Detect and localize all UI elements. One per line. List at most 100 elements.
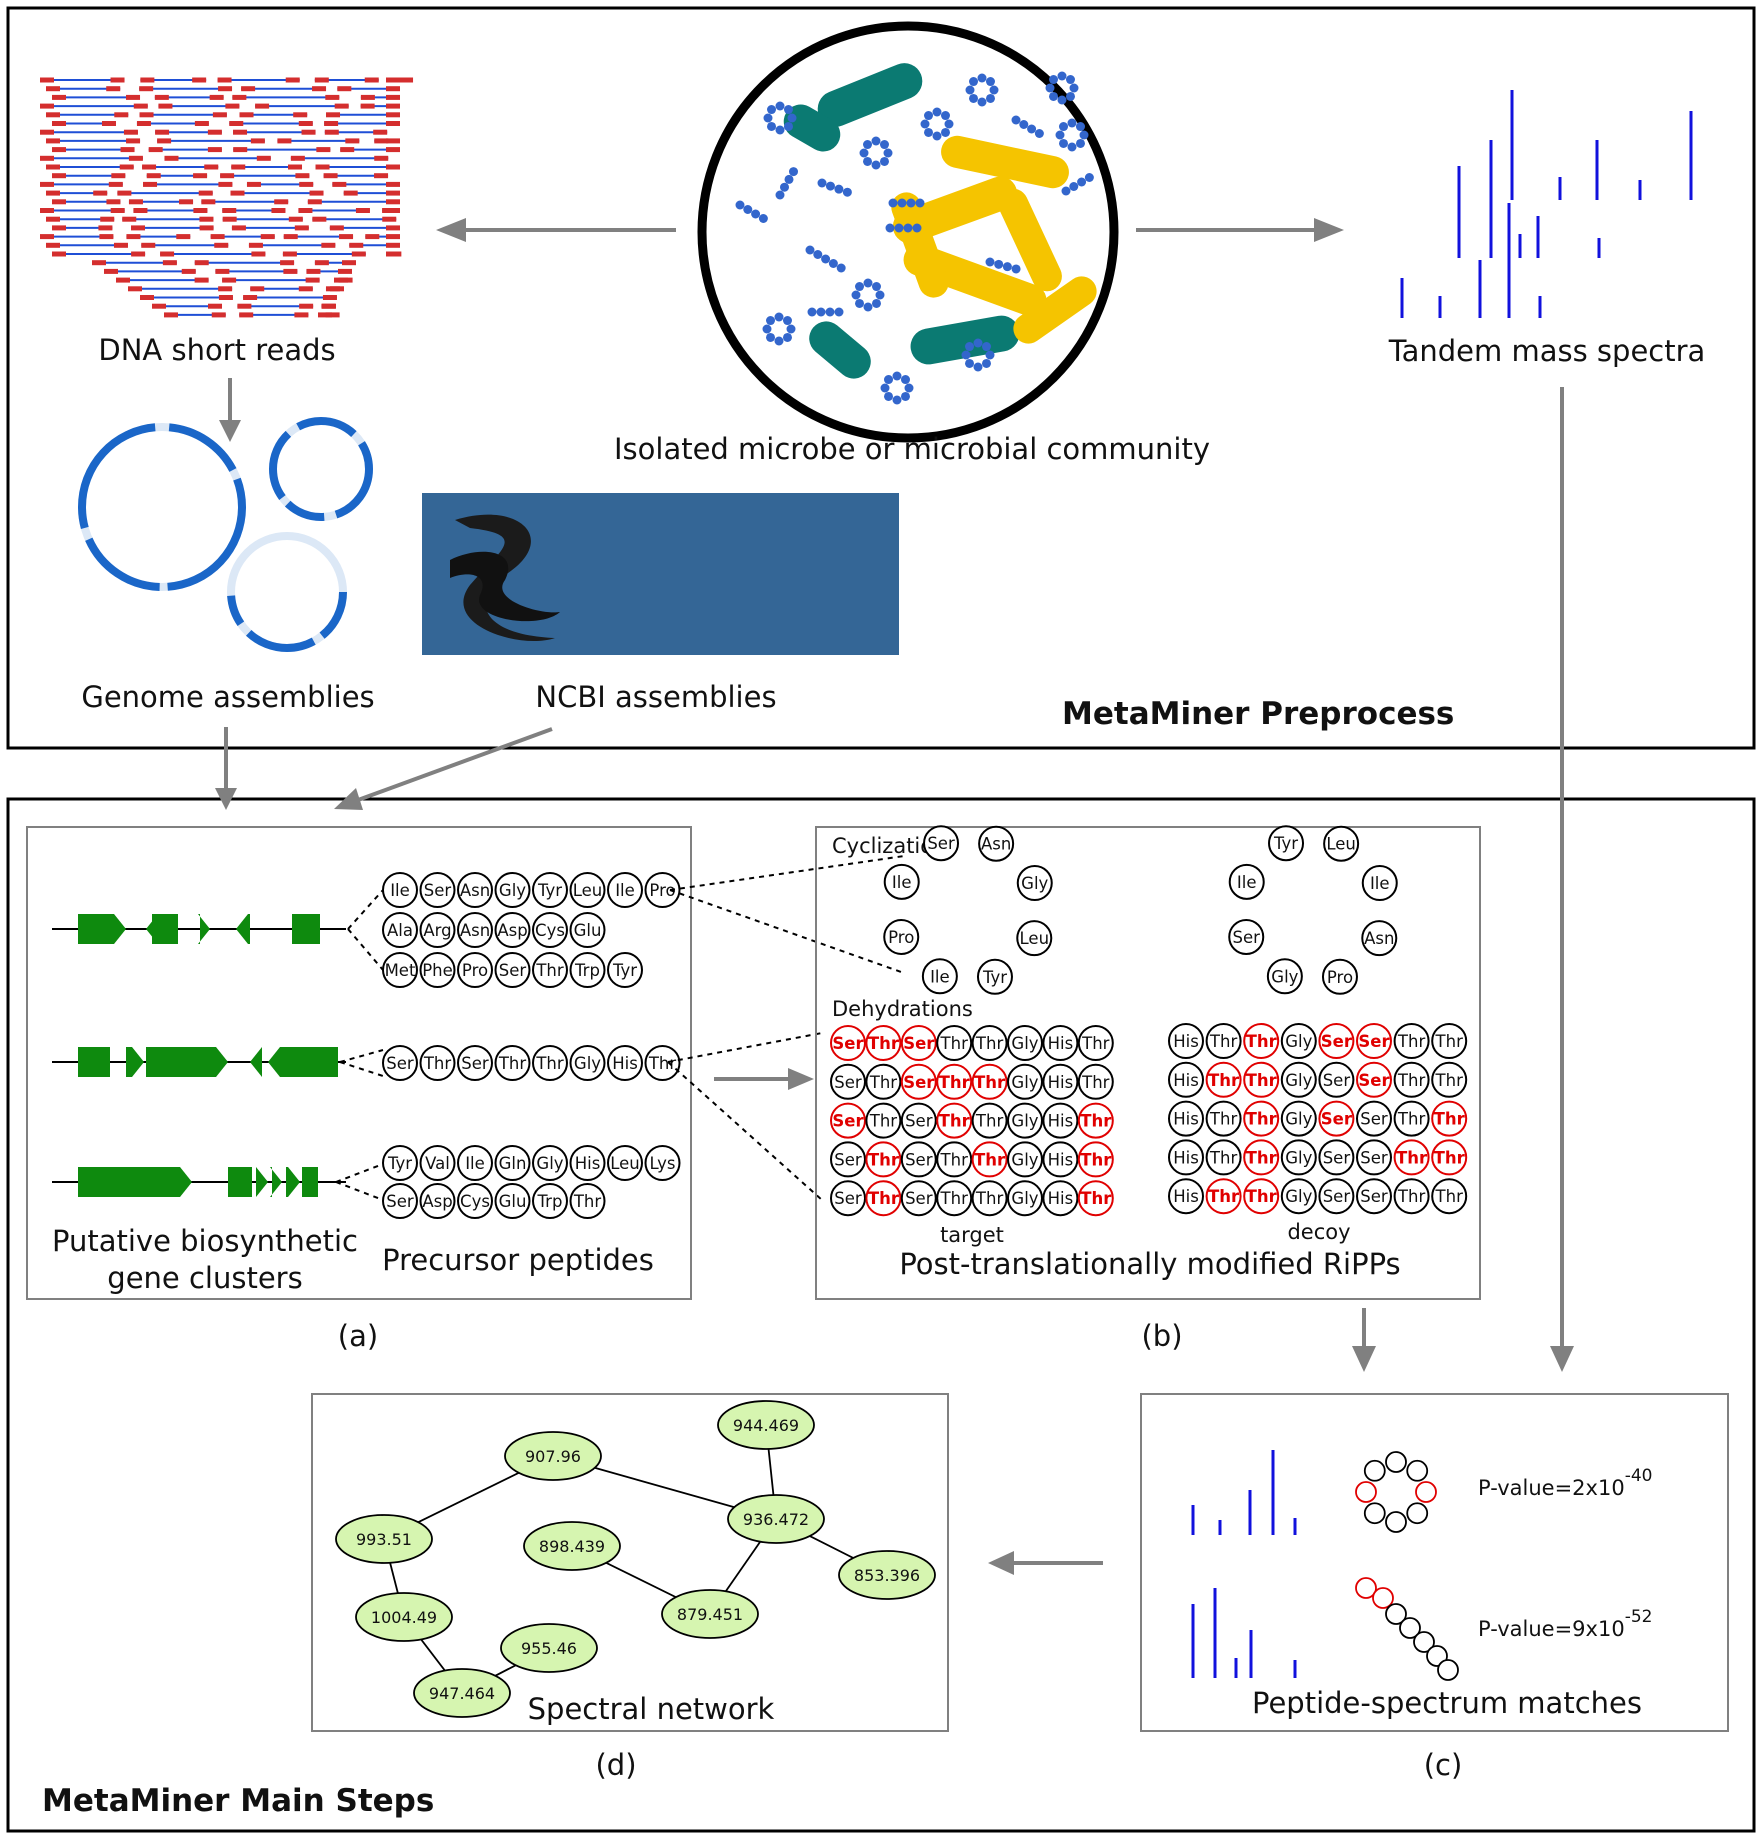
residue-modified — [1243, 1100, 1280, 1137]
residue-label: Thr — [940, 1189, 969, 1208]
read-end — [46, 190, 60, 196]
coccus-chain — [751, 209, 761, 219]
residue-label: Leu — [610, 1154, 640, 1173]
residue — [1393, 1178, 1430, 1215]
read-end — [181, 268, 196, 274]
gene-arrow — [236, 914, 250, 944]
read-end — [386, 251, 400, 257]
coccus — [900, 375, 910, 385]
residue-label: Thr — [1080, 1112, 1112, 1131]
residue-label: Ile — [390, 881, 410, 900]
residue — [382, 1145, 418, 1181]
read-end — [294, 312, 309, 318]
read-end — [126, 94, 141, 100]
read-end — [207, 147, 222, 153]
read-end — [299, 181, 314, 187]
residue — [1205, 1139, 1242, 1176]
residue — [494, 952, 531, 988]
residue — [1168, 1100, 1204, 1137]
network-node-label: 947.464 — [429, 1684, 495, 1703]
residue-label: Gly — [1011, 1150, 1038, 1169]
residue-label: Asp — [497, 921, 527, 940]
residue-label: Thr — [1080, 1189, 1112, 1208]
residue-label: Thr — [974, 1150, 1006, 1169]
cyclic-residue — [976, 958, 1013, 995]
read-end — [246, 181, 261, 187]
residue-label: Thr — [868, 1189, 900, 1208]
gene-arrow — [78, 1167, 192, 1197]
coccus — [879, 140, 889, 150]
read-end — [136, 121, 151, 126]
read-end — [293, 112, 308, 118]
residue — [569, 1145, 606, 1181]
residue — [494, 1183, 531, 1219]
read-end — [218, 181, 233, 187]
residue-label: Ser — [834, 1073, 862, 1092]
cyclic-residue — [1323, 825, 1360, 862]
read-end — [239, 112, 254, 118]
residue-label: Thr — [940, 1150, 969, 1169]
read-end — [222, 216, 237, 222]
coccus — [1069, 83, 1079, 93]
read-end — [386, 77, 400, 83]
read-end — [128, 199, 143, 205]
residue-label: His — [1048, 1034, 1074, 1053]
main-steps-frame — [6, 797, 1756, 1833]
coccus — [965, 85, 975, 95]
residue-modified — [1318, 1100, 1355, 1137]
residue — [569, 1183, 606, 1219]
residue — [532, 1145, 568, 1181]
cyclic-residue — [883, 918, 920, 955]
residue-label: Gly — [574, 1054, 601, 1073]
residue — [569, 912, 606, 948]
read-end — [288, 164, 303, 170]
residue-label: Ser — [1360, 1187, 1388, 1206]
residue-label: Gly — [1285, 1032, 1312, 1051]
read-end — [120, 147, 135, 153]
psm-linear-residue — [1437, 1659, 1459, 1681]
read-end — [386, 138, 400, 144]
read-end — [40, 129, 54, 135]
residue — [457, 1045, 493, 1081]
dna-short-reads-illustration — [40, 77, 414, 318]
residue-label: Thr — [1081, 1073, 1110, 1092]
coccus — [924, 111, 934, 121]
cyclic-residue-label: Asn — [981, 835, 1011, 854]
coccus — [863, 278, 873, 288]
coccus-chain — [1027, 124, 1037, 134]
read-end — [209, 94, 224, 100]
residue-label: His — [1048, 1150, 1074, 1169]
read-end — [324, 129, 339, 135]
read-end — [351, 251, 366, 257]
cyclic-residue-label: Pro — [888, 928, 914, 947]
coccus — [1065, 91, 1075, 101]
network-node-label: 1004.49 — [371, 1608, 437, 1627]
coccus — [985, 77, 995, 87]
residue-label: Val — [425, 1154, 450, 1173]
residue — [382, 1183, 418, 1219]
gene-arrow — [270, 1167, 282, 1197]
read-end — [248, 242, 263, 248]
read-end — [233, 147, 248, 153]
coccus — [944, 119, 954, 129]
read-end — [131, 225, 146, 231]
read-end — [386, 147, 400, 153]
network-node — [523, 1521, 621, 1571]
read-end — [283, 268, 298, 274]
residue — [1431, 1023, 1468, 1059]
residue-label: His — [1048, 1189, 1074, 1208]
coccus — [1045, 83, 1055, 93]
gene-arrow — [78, 914, 126, 944]
gene-arrow — [286, 1167, 300, 1197]
residue-label: Thr — [535, 961, 564, 980]
residue-label: Thr — [1397, 1032, 1426, 1051]
coccus — [940, 111, 950, 121]
cyclic-residue — [923, 825, 960, 862]
read-end — [214, 242, 229, 248]
residue-modified — [1077, 1102, 1114, 1139]
network-node-label: 879.451 — [677, 1605, 743, 1624]
coccus — [1075, 122, 1085, 132]
panel-b-caption: (b) — [1141, 1319, 1182, 1353]
residue-label: Ser — [834, 1189, 862, 1208]
read-end — [40, 103, 54, 109]
